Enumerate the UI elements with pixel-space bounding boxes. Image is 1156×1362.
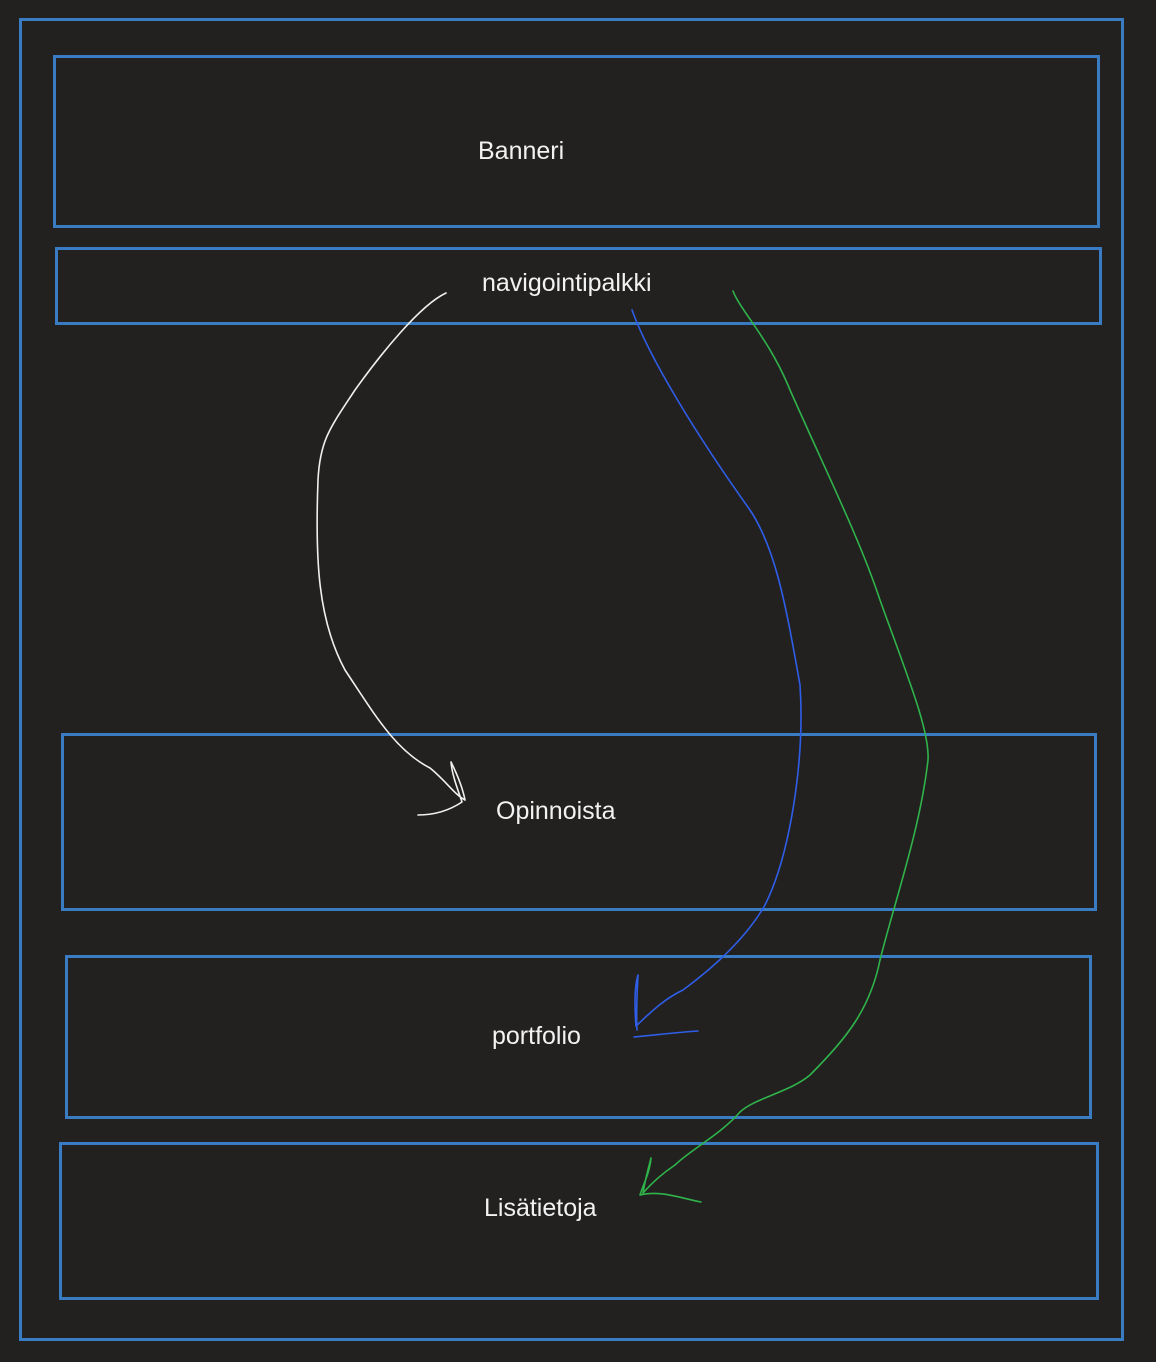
lisatietoja-box (59, 1142, 1099, 1300)
portfolio-box (65, 955, 1092, 1119)
opinnoista-label: Opinnoista (496, 797, 616, 825)
opinnoista-box (61, 733, 1097, 911)
portfolio-label: portfolio (492, 1022, 581, 1050)
navbar-label: navigointipalkki (482, 269, 652, 297)
navbar-box (55, 247, 1102, 325)
banner-box (53, 55, 1100, 228)
lisatietoja-label: Lisätietoja (484, 1194, 597, 1222)
page-frame (19, 18, 1124, 1341)
banner-label: Banneri (478, 137, 565, 165)
